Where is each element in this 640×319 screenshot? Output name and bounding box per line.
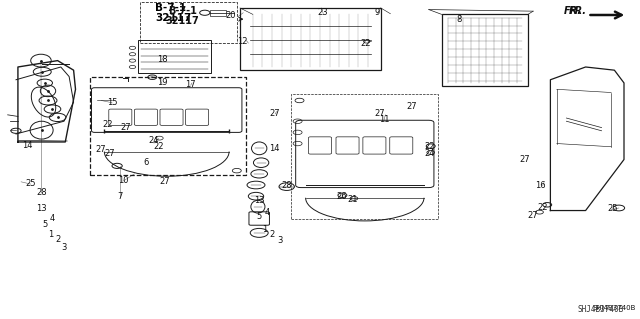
Text: 25: 25 <box>608 204 618 213</box>
Text: 1: 1 <box>48 230 53 239</box>
Text: 28: 28 <box>36 189 47 197</box>
Text: 22: 22 <box>102 120 113 129</box>
Text: 32117: 32117 <box>155 12 191 23</box>
Text: 6: 6 <box>143 158 148 167</box>
Text: B-7-1: B-7-1 <box>168 6 197 16</box>
Text: 27: 27 <box>96 145 106 154</box>
Text: 20: 20 <box>225 11 236 20</box>
Text: 22: 22 <box>154 142 164 151</box>
Text: 24: 24 <box>148 136 159 145</box>
Text: 15: 15 <box>107 98 117 107</box>
Text: 4: 4 <box>265 208 270 217</box>
Text: 13: 13 <box>36 204 47 213</box>
Text: FR.: FR. <box>568 5 586 16</box>
Text: 11: 11 <box>379 115 389 124</box>
Text: SHJ4B3740B: SHJ4B3740B <box>593 305 636 311</box>
Text: B-7-1: B-7-1 <box>155 3 186 13</box>
Text: 10: 10 <box>118 176 129 185</box>
Text: 19: 19 <box>157 78 167 87</box>
Text: 27: 27 <box>520 155 530 164</box>
Text: 3: 3 <box>61 243 67 252</box>
Text: 27: 27 <box>105 149 115 158</box>
Text: FR.: FR. <box>564 6 582 16</box>
Text: SHJ4B3740B: SHJ4B3740B <box>578 305 624 314</box>
Text: 14: 14 <box>269 144 279 153</box>
Text: 2: 2 <box>55 235 60 244</box>
Text: 28: 28 <box>282 181 292 189</box>
Text: 1: 1 <box>262 225 268 234</box>
Text: 13: 13 <box>255 197 265 205</box>
Text: 23: 23 <box>318 8 328 17</box>
Text: 4: 4 <box>50 214 55 223</box>
Text: 2: 2 <box>269 230 275 239</box>
Text: 22: 22 <box>425 142 435 151</box>
Text: 16: 16 <box>536 181 546 189</box>
Text: 32117: 32117 <box>166 16 199 26</box>
Text: 27: 27 <box>270 109 280 118</box>
Text: 27: 27 <box>527 211 538 220</box>
Text: 27: 27 <box>406 102 417 111</box>
Text: 5: 5 <box>42 220 47 229</box>
Text: 27: 27 <box>160 177 170 186</box>
Text: 3: 3 <box>277 236 282 245</box>
Text: 17: 17 <box>186 80 196 89</box>
Text: 22: 22 <box>361 39 371 48</box>
Text: 27: 27 <box>375 109 385 118</box>
Text: 26: 26 <box>337 192 347 201</box>
Text: 5: 5 <box>257 212 262 221</box>
Text: 18: 18 <box>157 55 167 63</box>
Text: 24: 24 <box>425 149 435 158</box>
Text: 22: 22 <box>538 203 548 212</box>
Text: 14: 14 <box>22 141 33 150</box>
Text: 21: 21 <box>348 195 358 204</box>
Text: 12: 12 <box>237 37 247 46</box>
Text: 27: 27 <box>120 123 131 132</box>
Text: 8: 8 <box>457 15 462 24</box>
Text: 7: 7 <box>118 192 123 201</box>
Text: 9: 9 <box>375 8 380 17</box>
Text: 25: 25 <box>26 179 36 188</box>
